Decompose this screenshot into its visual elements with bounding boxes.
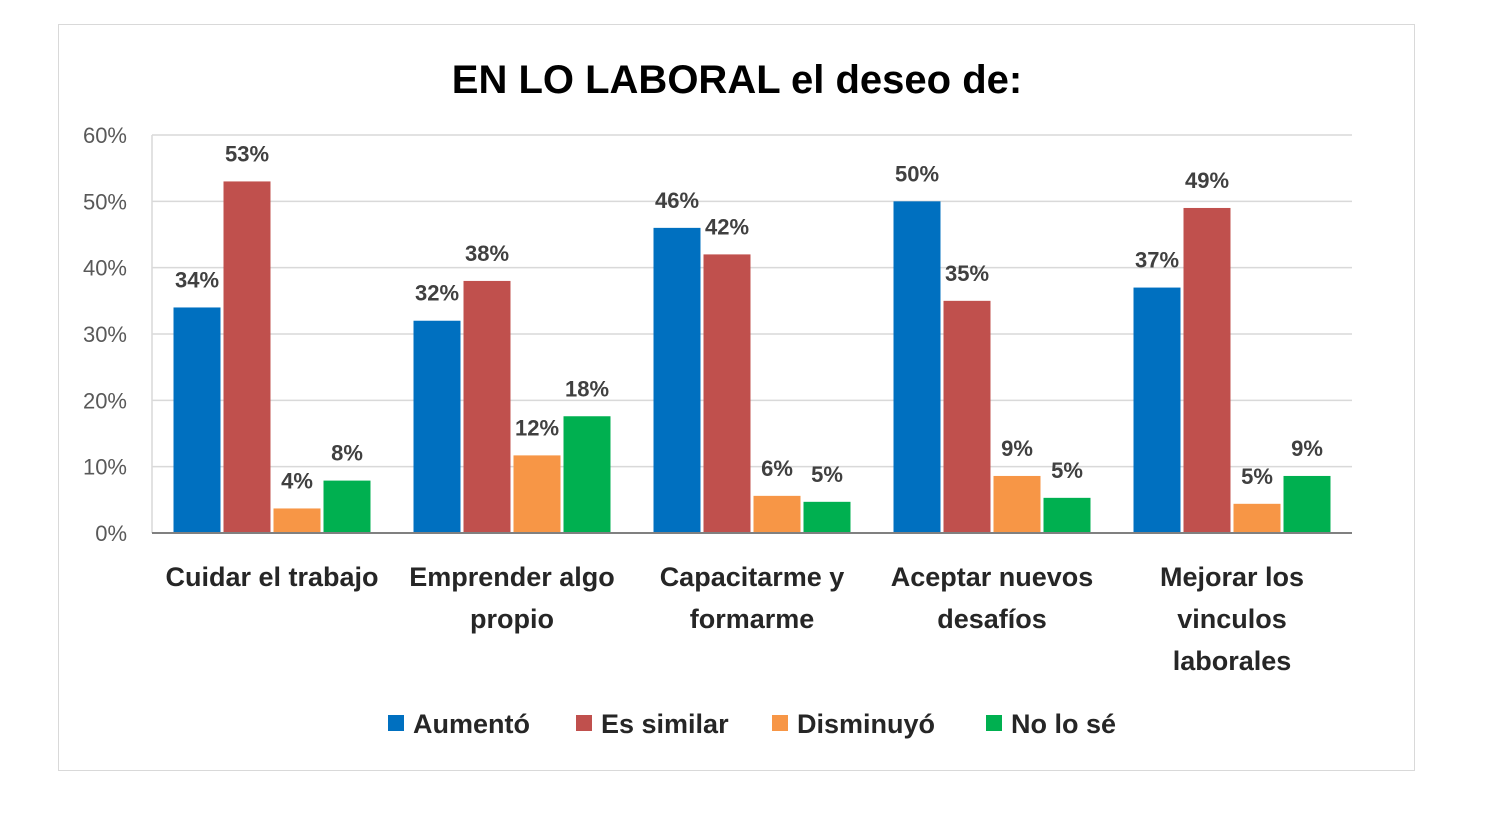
x-category-label: Mejorar los (1160, 562, 1304, 592)
bar-value-label: 37% (1135, 248, 1179, 273)
y-tick-label: 40% (83, 256, 127, 281)
x-category-label: Cuidar el trabajo (165, 562, 378, 592)
bar-value-label: 50% (895, 161, 939, 186)
bar-value-label: 38% (465, 241, 509, 266)
x-category-label: vinculos (1177, 604, 1287, 634)
legend-label: Aumentó (413, 709, 530, 739)
chart-title: EN LO LABORAL el deseo de: (452, 58, 1022, 102)
bar (513, 455, 561, 533)
bar (463, 280, 511, 533)
bar (323, 480, 371, 533)
bar (703, 254, 751, 533)
bar-value-label: 46% (655, 188, 699, 213)
legend-swatch (388, 715, 404, 731)
bar (753, 495, 801, 533)
bar-value-label: 6% (761, 456, 793, 481)
y-tick-label: 20% (83, 388, 127, 413)
y-tick-label: 30% (83, 322, 127, 347)
bar (653, 227, 701, 533)
bar (1043, 497, 1091, 533)
legend-label: Es similar (601, 709, 729, 739)
bar-value-label: 5% (811, 462, 843, 487)
bar (1283, 475, 1331, 533)
legend-label: Disminuyó (797, 709, 935, 739)
bar (893, 201, 941, 534)
bar (1133, 287, 1181, 533)
x-category-label: Emprender algo (409, 562, 615, 592)
bar (413, 320, 461, 533)
bar-value-label: 49% (1185, 168, 1229, 193)
legend-item: Disminuyó (772, 709, 935, 739)
bar-value-label: 53% (225, 141, 269, 166)
bar-value-label: 32% (415, 281, 459, 306)
bar-value-label: 42% (705, 214, 749, 239)
y-tick-label: 50% (83, 189, 127, 214)
bar (273, 508, 321, 533)
bar (803, 501, 851, 533)
legend: Aumentó Es similar Disminuyó No lo sé (388, 709, 1116, 739)
bar (1183, 207, 1231, 533)
y-tick-label: 10% (83, 455, 127, 480)
x-category-label: desafíos (937, 604, 1047, 634)
bars (173, 181, 1331, 534)
legend-item: Aumentó (388, 709, 530, 739)
bar-value-label: 5% (1241, 464, 1273, 489)
x-axis: Cuidar el trabajo Emprender algo propio Cap… (152, 532, 1352, 676)
x-category-label: Aceptar nuevos (891, 562, 1094, 592)
y-tick-label: 60% (83, 123, 127, 148)
y-tick-label: 0% (95, 521, 127, 546)
bar (223, 181, 271, 533)
x-category-label: Capacitarme y (660, 562, 845, 592)
bar (173, 307, 221, 533)
x-category-label: propio (470, 604, 554, 634)
bar-value-label: 5% (1051, 458, 1083, 483)
bar-value-label: 8% (331, 441, 363, 466)
bar-value-label: 9% (1291, 436, 1323, 461)
bar-value-label: 18% (565, 376, 609, 401)
legend-swatch (986, 715, 1002, 731)
bar (943, 300, 991, 533)
legend-swatch (576, 715, 592, 731)
legend-item: No lo sé (986, 709, 1116, 739)
legend-item: Es similar (576, 709, 729, 739)
bar-value-label: 35% (945, 261, 989, 286)
bar-value-label: 9% (1001, 436, 1033, 461)
bar-value-label: 12% (515, 415, 559, 440)
legend-label: No lo sé (1011, 709, 1116, 739)
bar-labels: 34% 53% 4% 8% 32%38% 12%18% 46%42% 6% 5% 50% 35% 9%… (175, 141, 1323, 493)
bar (1233, 503, 1281, 533)
bar (563, 416, 611, 533)
y-axis: 0% 10% 20% 30% 40% 50% 60% (83, 123, 153, 546)
bar-value-label: 34% (175, 267, 219, 292)
x-category-label: laborales (1173, 646, 1292, 676)
x-category-label: formarme (690, 604, 815, 634)
bar-value-label: 4% (281, 468, 313, 493)
legend-swatch (772, 715, 788, 731)
bar (993, 475, 1041, 533)
